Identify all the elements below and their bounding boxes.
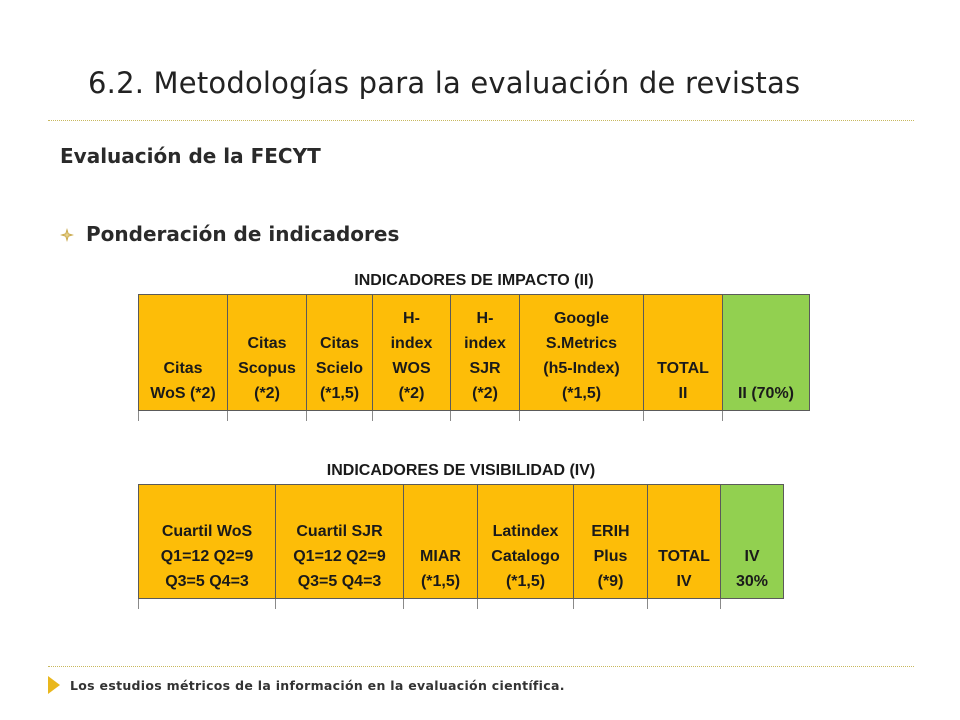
header-cell: Citas Scielo (*1,5) (306, 294, 373, 411)
header-cell: TOTAL II (643, 294, 723, 411)
header-cell-summary: IV 30% (720, 484, 784, 599)
table-tail (138, 599, 783, 609)
title-divider (48, 120, 914, 121)
header-cell: Google S.Metrics (h5-Index) (*1,5) (519, 294, 644, 411)
visibility-table-heading: INDICADORES DE VISIBILIDAD (IV) (326, 462, 596, 479)
table-tail (138, 411, 809, 421)
header-cell: Citas WoS (*2) (138, 294, 228, 411)
header-cell: MIAR (*1,5) (403, 484, 478, 599)
header-cell: Latindex Catalogo (*1,5) (477, 484, 574, 599)
visibility-indicators-table: Cuartil WoS Q1=12 Q2=9 Q3=5 Q4=3 Cuartil… (138, 484, 784, 599)
header-cell: H- index SJR (*2) (450, 294, 520, 411)
impact-header-row: Citas WoS (*2) Citas Scopus (*2) Citas S… (138, 294, 810, 411)
header-cell: TOTAL IV (647, 484, 721, 599)
slide-footer: Los estudios métricos de la información … (48, 676, 565, 694)
impact-table-heading: INDICADORES DE IMPACTO (II) (354, 272, 594, 289)
header-cell: Citas Scopus (*2) (227, 294, 307, 411)
header-cell-summary: II (70%) (722, 294, 810, 411)
header-cell: Cuartil WoS Q1=12 Q2=9 Q3=5 Q4=3 (138, 484, 276, 599)
bullet-text: Ponderación de indicadores (86, 222, 400, 246)
bullet-item: Ponderación de indicadores (60, 222, 399, 246)
triangle-play-icon (48, 676, 60, 694)
footer-divider (48, 666, 914, 667)
footer-text: Los estudios métricos de la información … (70, 677, 565, 693)
visibility-indicators-block: INDICADORES DE VISIBILIDAD (IV) Cuartil … (138, 456, 784, 609)
four-point-diamond-icon (60, 227, 74, 242)
header-cell: ERIH Plus (*9) (573, 484, 648, 599)
header-cell: H- index WOS (*2) (372, 294, 451, 411)
header-cell: Cuartil SJR Q1=12 Q2=9 Q3=5 Q4=3 (275, 484, 404, 599)
impact-indicators-block: INDICADORES DE IMPACTO (II) Citas WoS (*… (138, 266, 810, 421)
slide-subtitle: Evaluación de la FECYT (60, 144, 321, 168)
visibility-header-row: Cuartil WoS Q1=12 Q2=9 Q3=5 Q4=3 Cuartil… (138, 484, 784, 599)
slide-title: 6.2. Metodologías para la evaluación de … (88, 66, 801, 100)
impact-indicators-table: Citas WoS (*2) Citas Scopus (*2) Citas S… (138, 294, 810, 411)
